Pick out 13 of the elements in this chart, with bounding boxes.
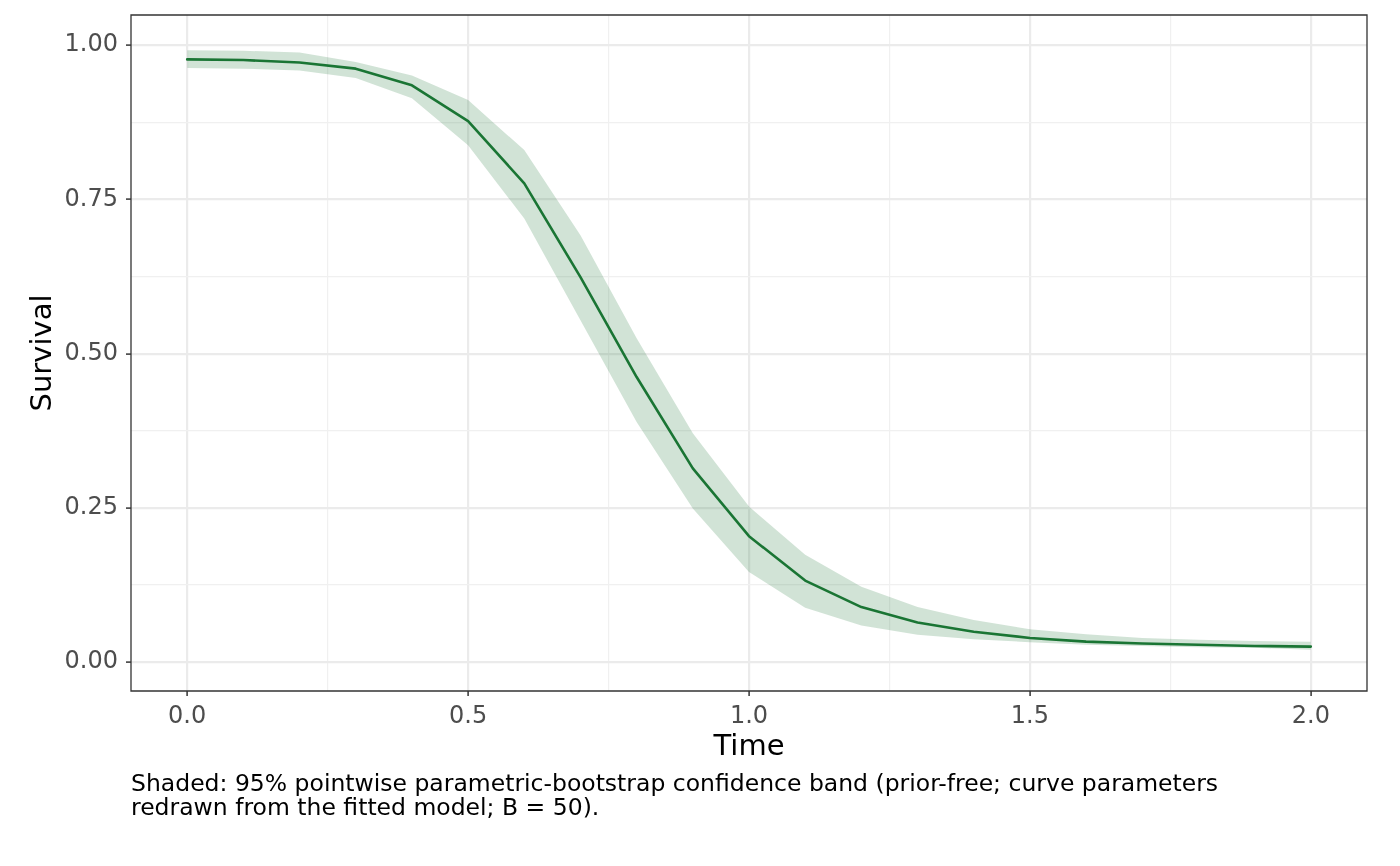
x-axis-title: Time (712, 728, 785, 763)
x-tick-label: 0.0 (168, 700, 207, 729)
y-tick-label: 1.00 (64, 29, 118, 58)
x-tick-label: 1.0 (729, 700, 769, 729)
text: Shaded: 95% pointwise parametric-bootstrap confidence band (prior-free; curve parameters redrawn from the fitted model; B = 50). (131, 769, 1219, 822)
y-axis-title: Survival (23, 294, 58, 412)
x-tick-label: 1.5 (1010, 700, 1049, 729)
y-tick-label: 0.75 (64, 183, 118, 212)
x-tick-label: 0.5 (449, 700, 488, 729)
y-tick-label: 0.00 (64, 646, 118, 675)
y-tick-label: 0.50 (64, 337, 118, 366)
x-tick-label: 2.0 (1291, 700, 1330, 729)
y-tick-label: 0.25 (64, 492, 118, 521)
